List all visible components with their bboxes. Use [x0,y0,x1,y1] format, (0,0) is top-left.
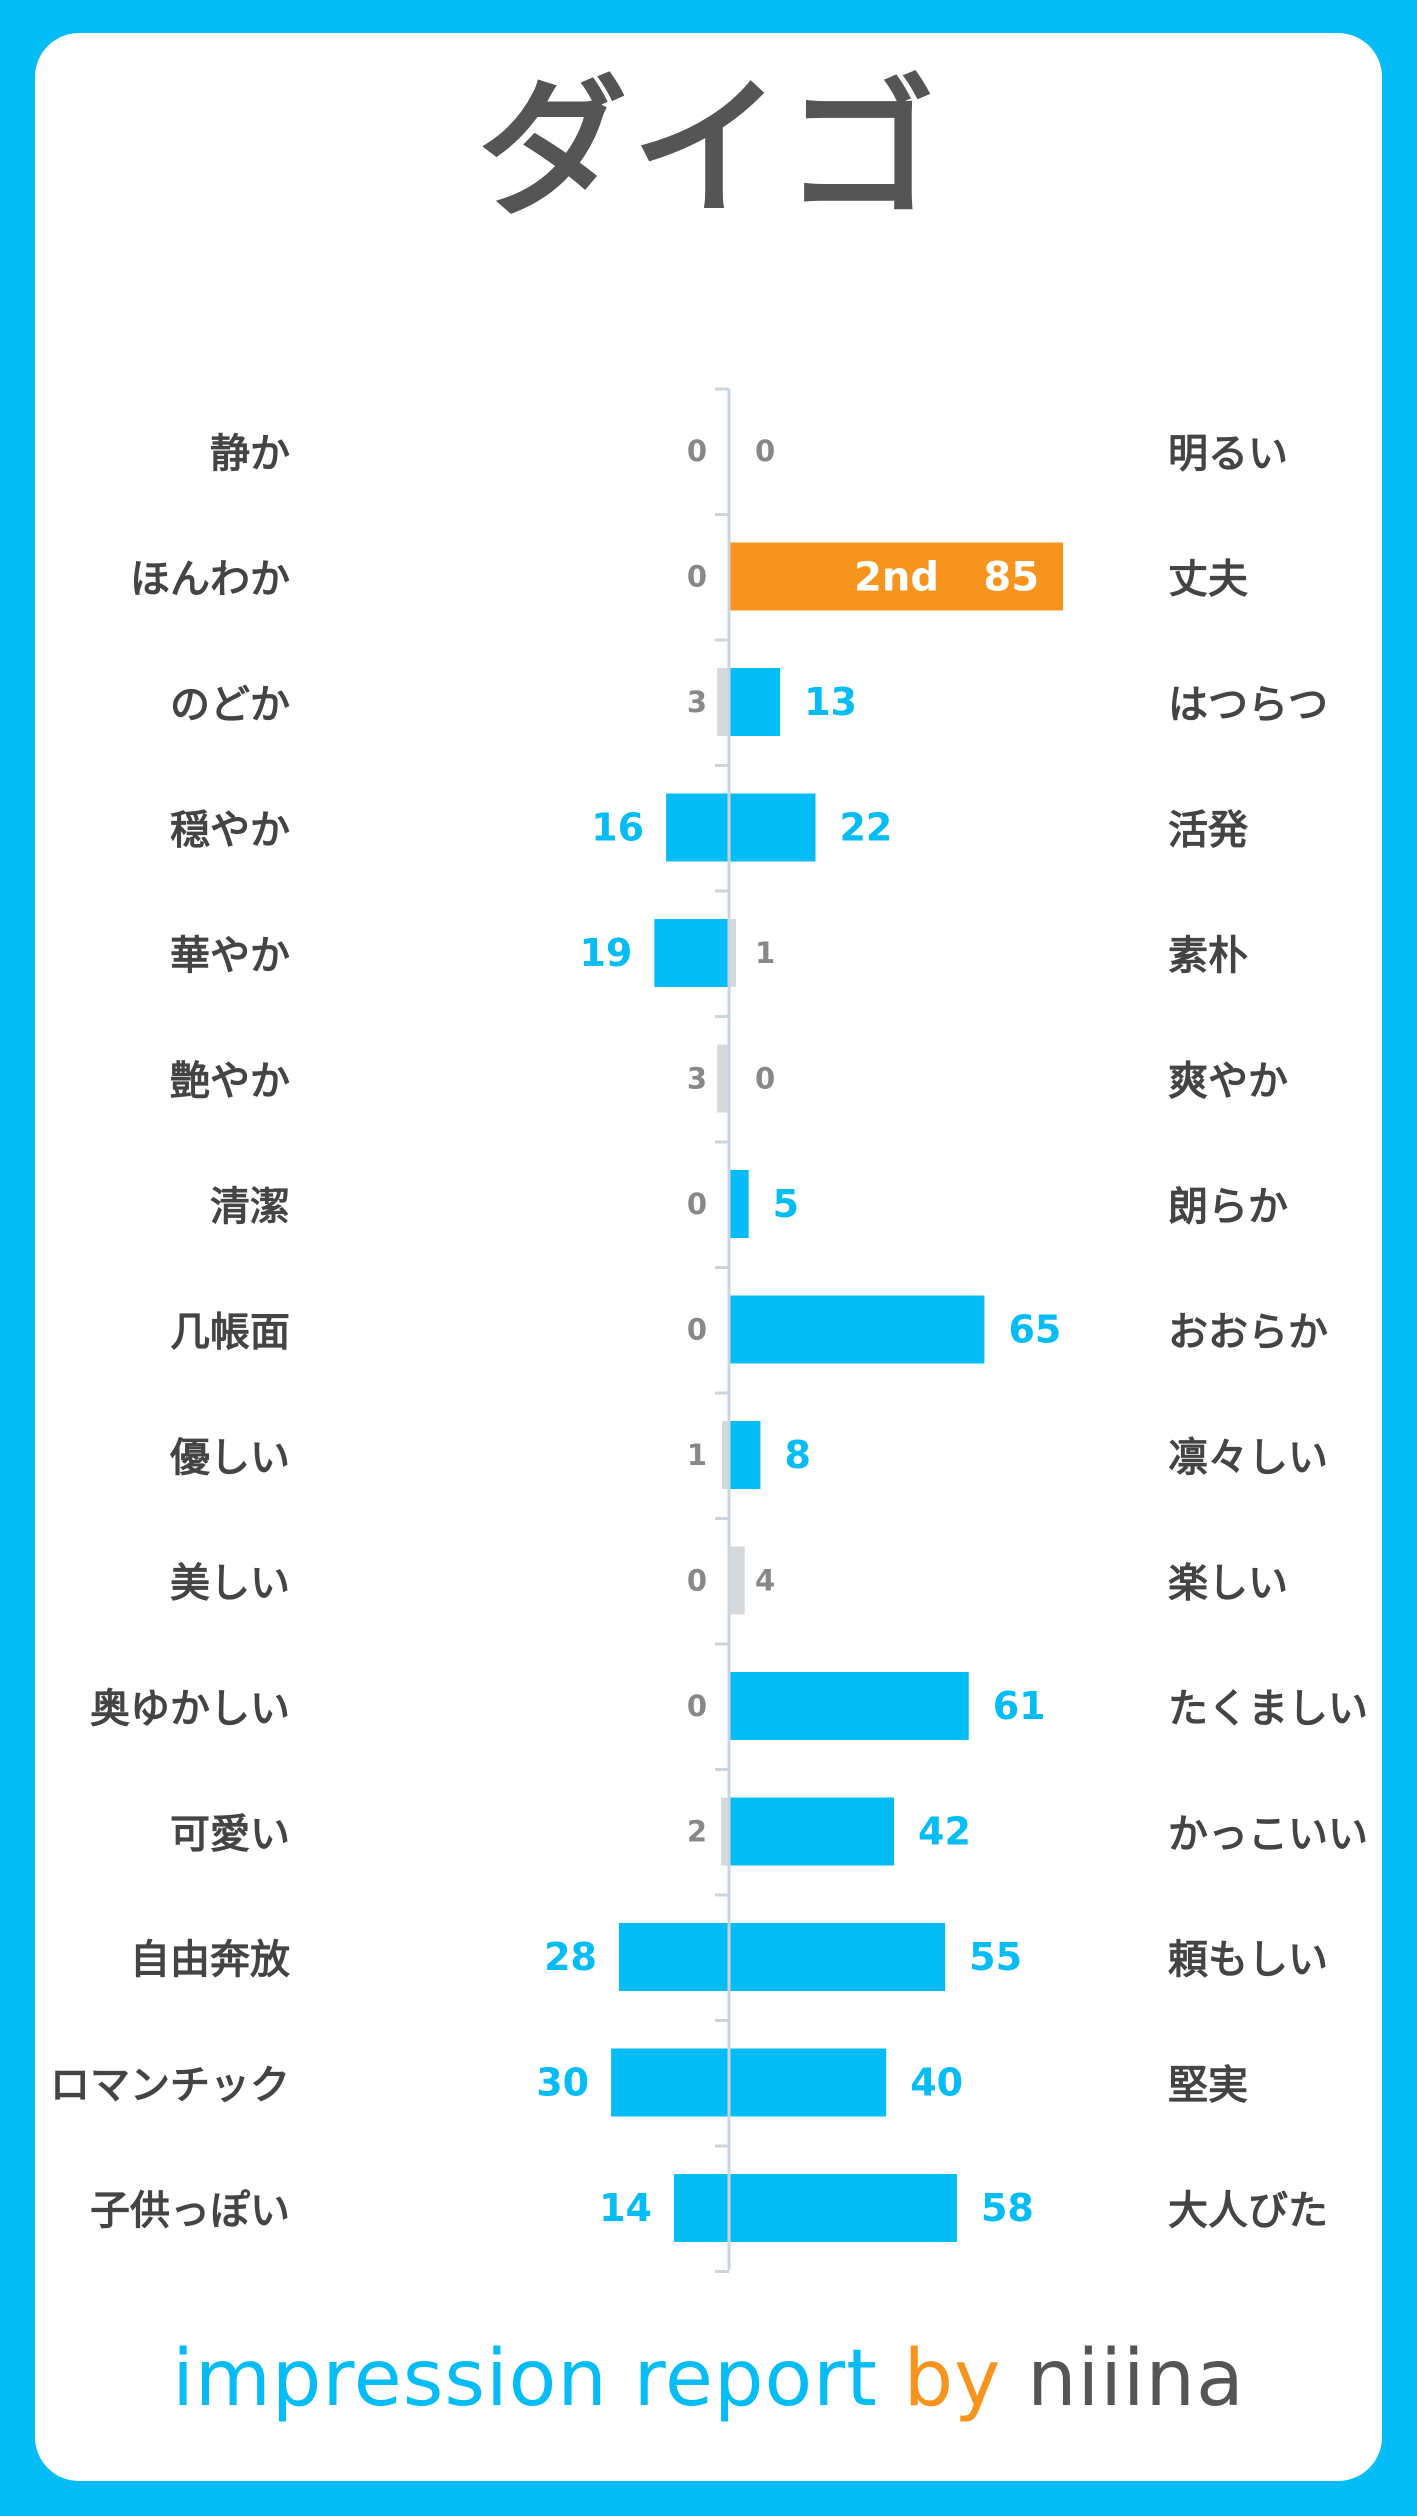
bar-left-6 [717,1044,729,1113]
category-left-4: 穏やか [170,808,290,854]
value-right-14: 40 [910,2061,963,2105]
category-left-3: のどか [170,682,290,728]
value-right-7: 5 [773,1182,799,1226]
value-right-12: 42 [918,1810,971,1854]
category-left-7: 清潔 [210,1184,290,1230]
bar-right-12 [729,1797,895,1866]
bar-right-15 [729,2174,957,2242]
value-left-7: 0 [687,1187,707,1221]
value-left-10: 0 [687,1564,707,1598]
value-right-6: 0 [755,1062,775,1096]
value-left-4: 16 [591,806,644,850]
category-left-15: 子供っぽい [90,2188,290,2234]
bar-right-14 [729,2048,887,2117]
bar-right-5 [729,919,736,987]
value-left-6: 3 [687,1062,707,1096]
value-right-8: 65 [1008,1308,1061,1352]
category-left-1: 静か [210,431,290,477]
bar-right-7 [729,1170,749,1238]
category-left-2: ほんわか [130,557,290,603]
category-left-11: 奥ゆかしい [90,1686,290,1732]
bar-right-9 [729,1421,761,1489]
category-left-5: 華やか [170,933,290,979]
bar-right-11 [729,1672,969,1740]
footer-brand: impression report by niiina [0,2340,1417,2418]
bar-right-13 [729,1923,946,1991]
category-right-8: おおらか [1168,1310,1328,1356]
category-right-9: 凛々しい [1168,1435,1328,1481]
bar-right-3 [729,668,781,736]
value-right-1: 0 [755,434,775,468]
footer-impression-text: impression report [172,2334,878,2424]
value-left-3: 3 [687,685,707,719]
category-left-9: 優しい [169,1435,290,1481]
category-right-4: 活発 [1168,808,1249,854]
value-left-9: 1 [687,1438,707,1472]
value-right-4: 22 [839,806,892,850]
bar-left-14 [611,2048,729,2117]
category-right-5: 素朴 [1168,933,1248,979]
category-right-13: 頼もしい [1168,1937,1328,1983]
value-left-12: 2 [687,1815,707,1849]
bar-left-9 [722,1421,729,1489]
category-right-11: たくましい [1168,1686,1368,1732]
category-right-12: かっこいい [1168,1812,1368,1858]
category-right-7: 朗らか [1168,1184,1288,1230]
category-left-8: 几帳面 [170,1310,290,1356]
value-right-5: 1 [755,936,775,970]
bar-left-13 [618,1923,729,1991]
bar-left-3 [717,668,729,736]
value-right-13: 55 [969,1935,1022,1979]
value-left-14: 30 [536,2061,589,2105]
value-left-11: 0 [687,1689,707,1723]
category-right-6: 爽やか [1168,1059,1288,1105]
value-left-13: 28 [544,1935,597,1979]
value-right-9: 8 [784,1433,810,1477]
value-left-2: 0 [687,560,707,594]
category-right-10: 楽しい [1168,1561,1288,1607]
footer-by-text: by [903,2334,1002,2424]
value-right-2: 85 [983,555,1039,601]
value-right-3: 13 [804,680,857,724]
category-left-12: 可愛い [170,1812,290,1858]
category-right-2: 丈夫 [1168,557,1249,603]
value-left-15: 14 [599,2186,652,2230]
value-left-8: 0 [687,1313,707,1347]
bar-left-12 [721,1797,729,1866]
value-right-15: 58 [981,2186,1034,2230]
category-left-10: 美しい [170,1561,290,1607]
value-left-5: 19 [579,931,632,975]
category-right-1: 明るい [1168,431,1288,477]
bar-right-2 [729,542,1064,611]
rank-label: 2nd [854,555,939,601]
value-left-1: 0 [687,434,707,468]
bar-right-10 [729,1546,745,1615]
value-right-11: 61 [993,1684,1046,1728]
category-right-3: はつらつ [1168,682,1328,728]
category-right-14: 堅実 [1168,2063,1248,2109]
bar-left-15 [673,2174,729,2242]
category-left-13: 自由奔放 [130,1937,290,1983]
category-left-14: ロマンチック [50,2063,290,2109]
footer-brand-text: niiina [1027,2334,1245,2424]
category-left-6: 艶やか [170,1059,290,1105]
value-right-10: 4 [755,1564,775,1598]
page-title: ダイゴ [477,63,940,237]
bar-left-5 [654,919,729,987]
bar-right-8 [729,1295,985,1364]
bar-right-4 [729,793,816,862]
bar-left-4 [666,793,729,862]
category-right-15: 大人びた [1168,2188,1328,2234]
